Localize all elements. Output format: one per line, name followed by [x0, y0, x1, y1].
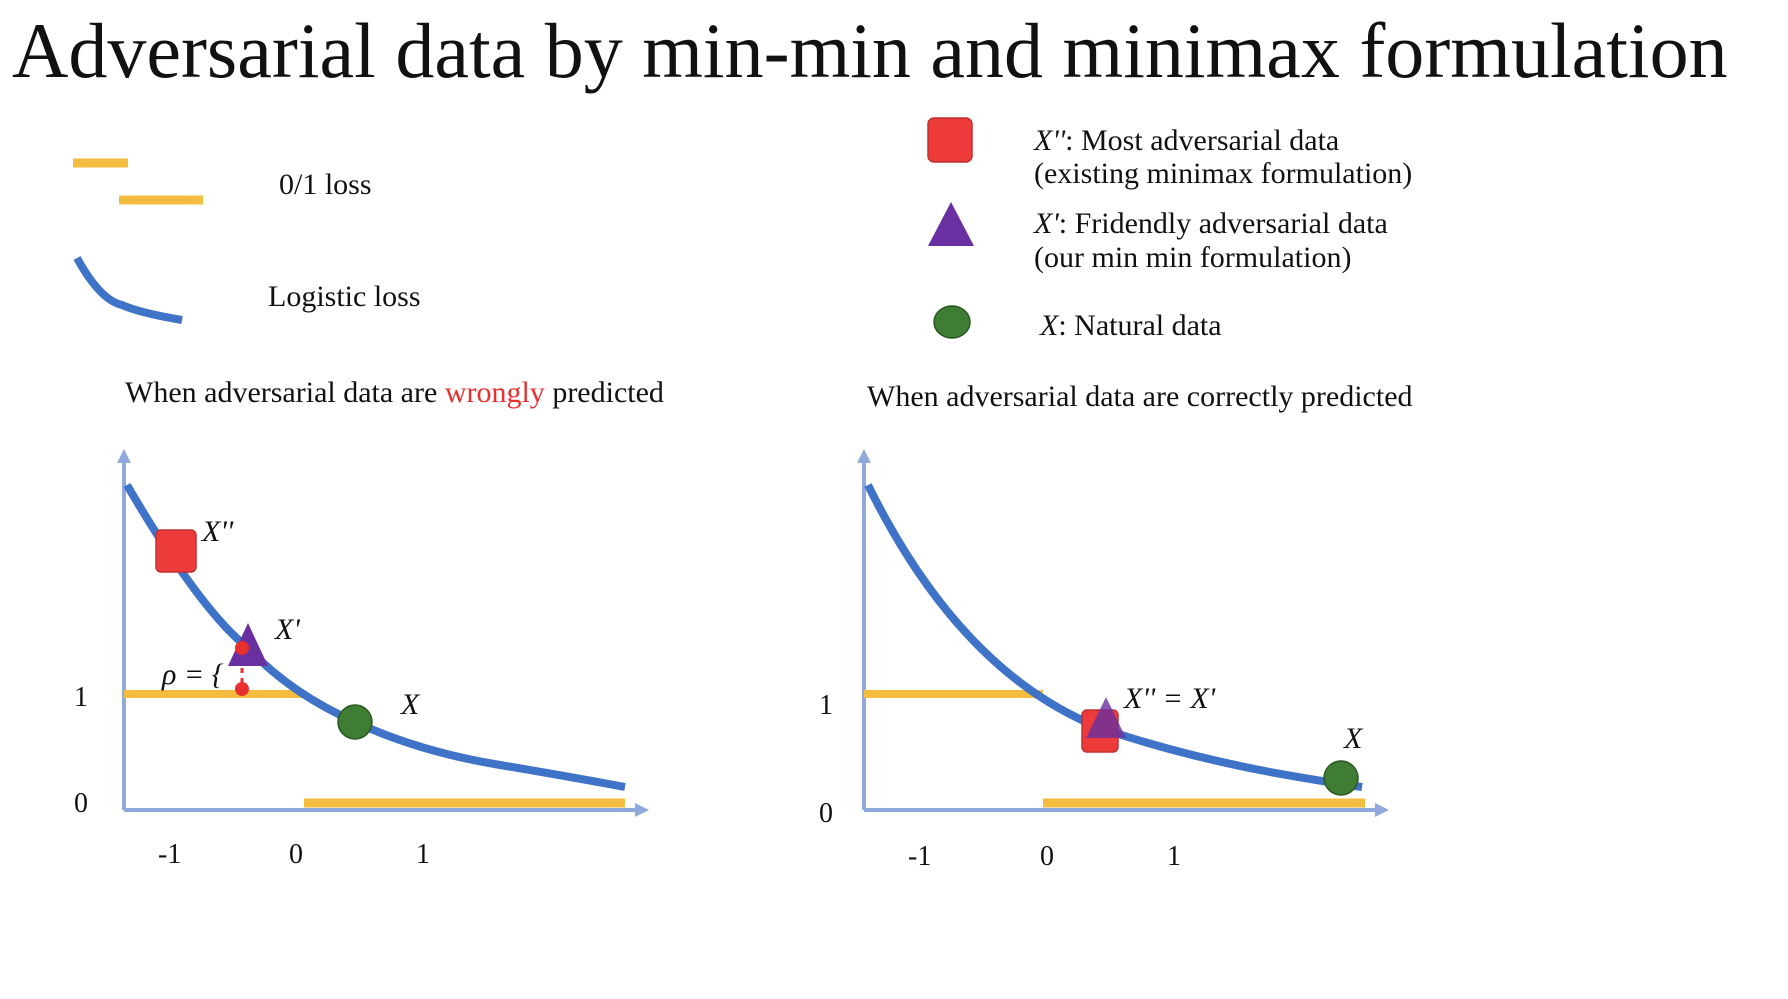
left-panel-caption: When adversarial data are wrongly predic… [125, 376, 664, 409]
most-adversarial-legend-line1: X'': Most adversarial data [1033, 124, 1339, 157]
page-title: Adversarial data by min-min and minimax … [12, 7, 1728, 94]
right-natural-point [1323, 760, 1359, 796]
right-x-tick-1: 1 [1167, 841, 1181, 872]
left-y-tick-0: 0 [74, 788, 88, 819]
left-square-label: X'' [201, 515, 234, 548]
right-panel-caption: When adversarial data are correctly pred… [867, 380, 1413, 413]
most-adversarial-legend-line2: (existing minimax formulation) [1034, 157, 1412, 190]
left-y-tick-1: 1 [74, 682, 88, 713]
rho-dot-lower [235, 682, 249, 696]
right-logistic-curve [864, 483, 1363, 791]
rho-dot-upper [235, 641, 249, 655]
left-x-tick-0: 0 [289, 839, 303, 870]
most-adversarial-point [155, 529, 197, 573]
right-x-tick-neg1: -1 [908, 841, 931, 872]
rho-label: ρ = { [161, 658, 224, 691]
left-triangle-label: X' [274, 613, 300, 646]
right-combined-label: X'' = X' [1123, 682, 1216, 715]
left-panel: X'' X' X ρ = { 1 0 -1 0 1 [74, 449, 649, 870]
logistic-loss-label: Logistic loss [268, 280, 421, 313]
right-x-tick-0: 0 [1040, 841, 1054, 872]
left-x-tick-1: 1 [416, 839, 430, 870]
natural-circle-icon [933, 305, 971, 339]
friendly-legend-line2: (our min min formulation) [1034, 241, 1351, 274]
most-adversarial-square-icon [927, 117, 973, 163]
natural-point [337, 704, 373, 740]
left-circle-label: X [400, 688, 421, 721]
friendly-triangle-icon [928, 202, 974, 246]
right-circle-label: X [1343, 722, 1364, 755]
combined-triangle-point [1086, 697, 1126, 738]
right-panel: X'' = X' X 1 0 -1 0 1 [819, 449, 1389, 872]
legend-right: X'': Most adversarial data (existing min… [927, 117, 1412, 342]
friendly-legend-line1: X': Fridendly adversarial data [1033, 207, 1388, 240]
natural-legend-line1: X: Natural data [1039, 309, 1222, 342]
legend-left: 0/1 loss Logistic loss [73, 158, 421, 324]
right-y-tick-0: 0 [819, 798, 833, 829]
logistic-loss-swatch [73, 256, 183, 324]
left-x-tick-neg1: -1 [158, 839, 181, 870]
right-y-tick-1: 1 [819, 690, 833, 721]
zero-one-loss-label: 0/1 loss [279, 168, 372, 201]
